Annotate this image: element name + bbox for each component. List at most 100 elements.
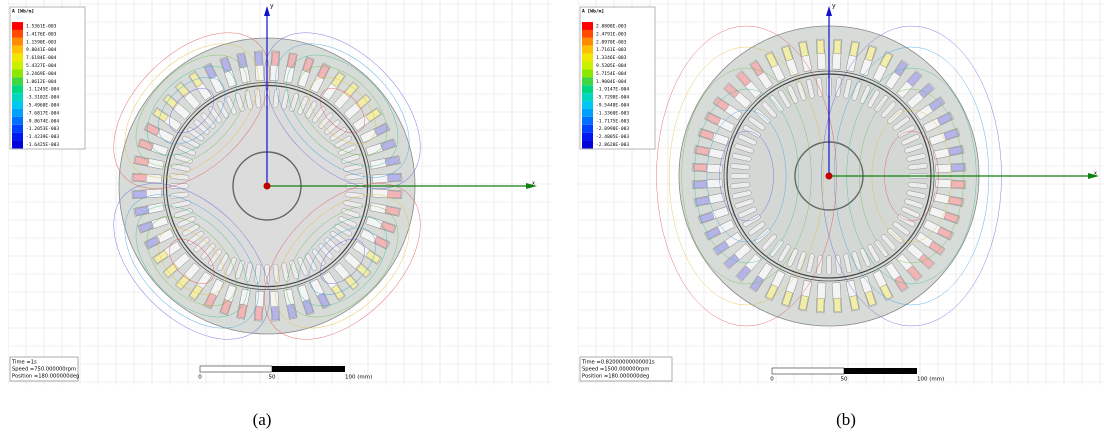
legend-swatch [582,62,593,70]
legend: A [Wb/m] 1.5361E-0031.4176E-003 1.1590E-00… [10,7,85,149]
origin [826,173,833,180]
legend-swatch [582,30,593,38]
y-axis-label: y [832,3,836,10]
legend-swatch [12,117,23,125]
legend-value: 1.7161E-003 [596,47,627,53]
legend-swatch [12,69,23,77]
legend-swatch [12,109,23,117]
legend-title: A [Wb/m] [12,9,34,15]
rotor-bar [730,174,749,179]
stator-slot [270,51,280,81]
legend-value: 1.1590E-003 [26,39,57,45]
x-axis-label: x [532,181,535,187]
info-line: Speed =750.000000rpm [12,367,76,373]
x-axis-label: x [1094,171,1097,177]
legend-value: -5.7298E-004 [596,95,629,101]
legend-swatch [12,125,23,133]
legend-value: 1.4176E-003 [26,31,57,37]
scale-label: 100 (mm) [917,377,944,383]
caption: (a) [253,410,272,429]
info-line: Time =1s [11,360,37,366]
caption: (b) [836,410,856,429]
legend-swatch [582,46,593,54]
legend-value: 2.4791E-003 [596,31,627,37]
legend-value: 2.0970E-003 [596,39,627,45]
stator-slot [132,173,162,183]
scale-label: 50 [841,377,848,383]
scale-white [200,366,272,372]
legend-value: 9.5305E-004 [596,63,627,69]
legend-value: -9.8674E-004 [26,118,59,124]
legend-value: 9.8041E-004 [26,47,57,53]
legend-value: 2.8808E-003 [596,24,627,30]
stator-slot [132,189,162,199]
legend-value: 1.9004E-004 [596,79,627,85]
legend-swatch [582,117,593,125]
legend-value: -1.6425E-003 [26,142,59,148]
coil [951,164,965,171]
legend-value: -7.6817E-004 [26,110,59,116]
stator-slot [816,283,826,313]
scale-black [844,368,917,374]
coil [951,181,965,188]
coil [834,40,841,54]
bar [730,174,749,179]
legend-value: -1.1245E-004 [26,87,59,93]
legend-value: -1.7175E-003 [596,118,629,124]
legend-swatch [582,22,593,30]
legend-swatch [582,69,593,77]
coil [693,181,707,188]
rotor-bar [827,256,832,275]
info-line: Speed =1500.000000rpm [582,367,649,373]
field-plot: yxA [Wb/m]1.5361E-0031.4176E-0031.1590E-… [8,0,552,429]
plot-area: yx [578,0,1104,385]
info-line: Time =0.82000000000001s [581,360,655,366]
stator-slot [372,173,402,183]
stator-slot [372,189,402,199]
y-axis-label: y [270,3,274,10]
info-line: Position =180.000000deg [12,374,79,380]
scale-label: 50 [269,375,276,381]
legend-swatch [12,54,23,62]
legend-value: -2.0990E-003 [596,126,629,132]
stator-slot [270,291,280,321]
legend-value: 1.3346E-003 [596,55,627,61]
figure: yxA [Wb/m]1.5361E-0031.4176E-0031.1590E-… [0,0,1104,436]
legend-value: 7.6184E-004 [26,55,57,61]
coil [834,298,841,312]
legend-swatch [582,141,593,149]
legend-value: -1.3360E-003 [596,110,629,116]
legend-value: 5.4327E-004 [26,63,57,69]
legend-swatch [12,93,23,101]
legend-swatch [12,62,23,70]
legend-swatch [12,30,23,38]
legend-value: 1.5361E-003 [26,24,57,30]
legend-swatch [12,22,23,30]
legend-swatch [582,93,593,101]
legend-swatch [582,133,593,141]
plot-area: yx [8,0,552,385]
legend-value: -9.5448E-004 [596,103,629,109]
stator-slot [254,51,264,81]
legend-swatch [12,77,23,85]
legend-swatch [12,141,23,149]
legend-value: -1.9147E-004 [596,87,629,93]
legend-value: -2.8620E-003 [596,142,629,148]
legend-swatch [582,125,593,133]
legend-swatch [582,85,593,93]
scale-black [272,366,345,372]
legend-swatch [12,85,23,93]
legend-swatch [582,77,593,85]
legend-swatch [582,109,593,117]
origin [264,183,271,190]
legend-value: 1.0612E-004 [26,79,57,85]
coil [817,40,824,54]
stator-slot [816,39,826,69]
stator-slot [832,39,842,69]
legend-swatch [12,38,23,46]
scale-label: 100 (mm) [345,375,372,381]
stator-slot [832,283,842,313]
scale-white [772,368,844,374]
legend-value: -1.2053E-003 [26,126,59,132]
legend-value: -2.4805E-003 [596,134,629,140]
